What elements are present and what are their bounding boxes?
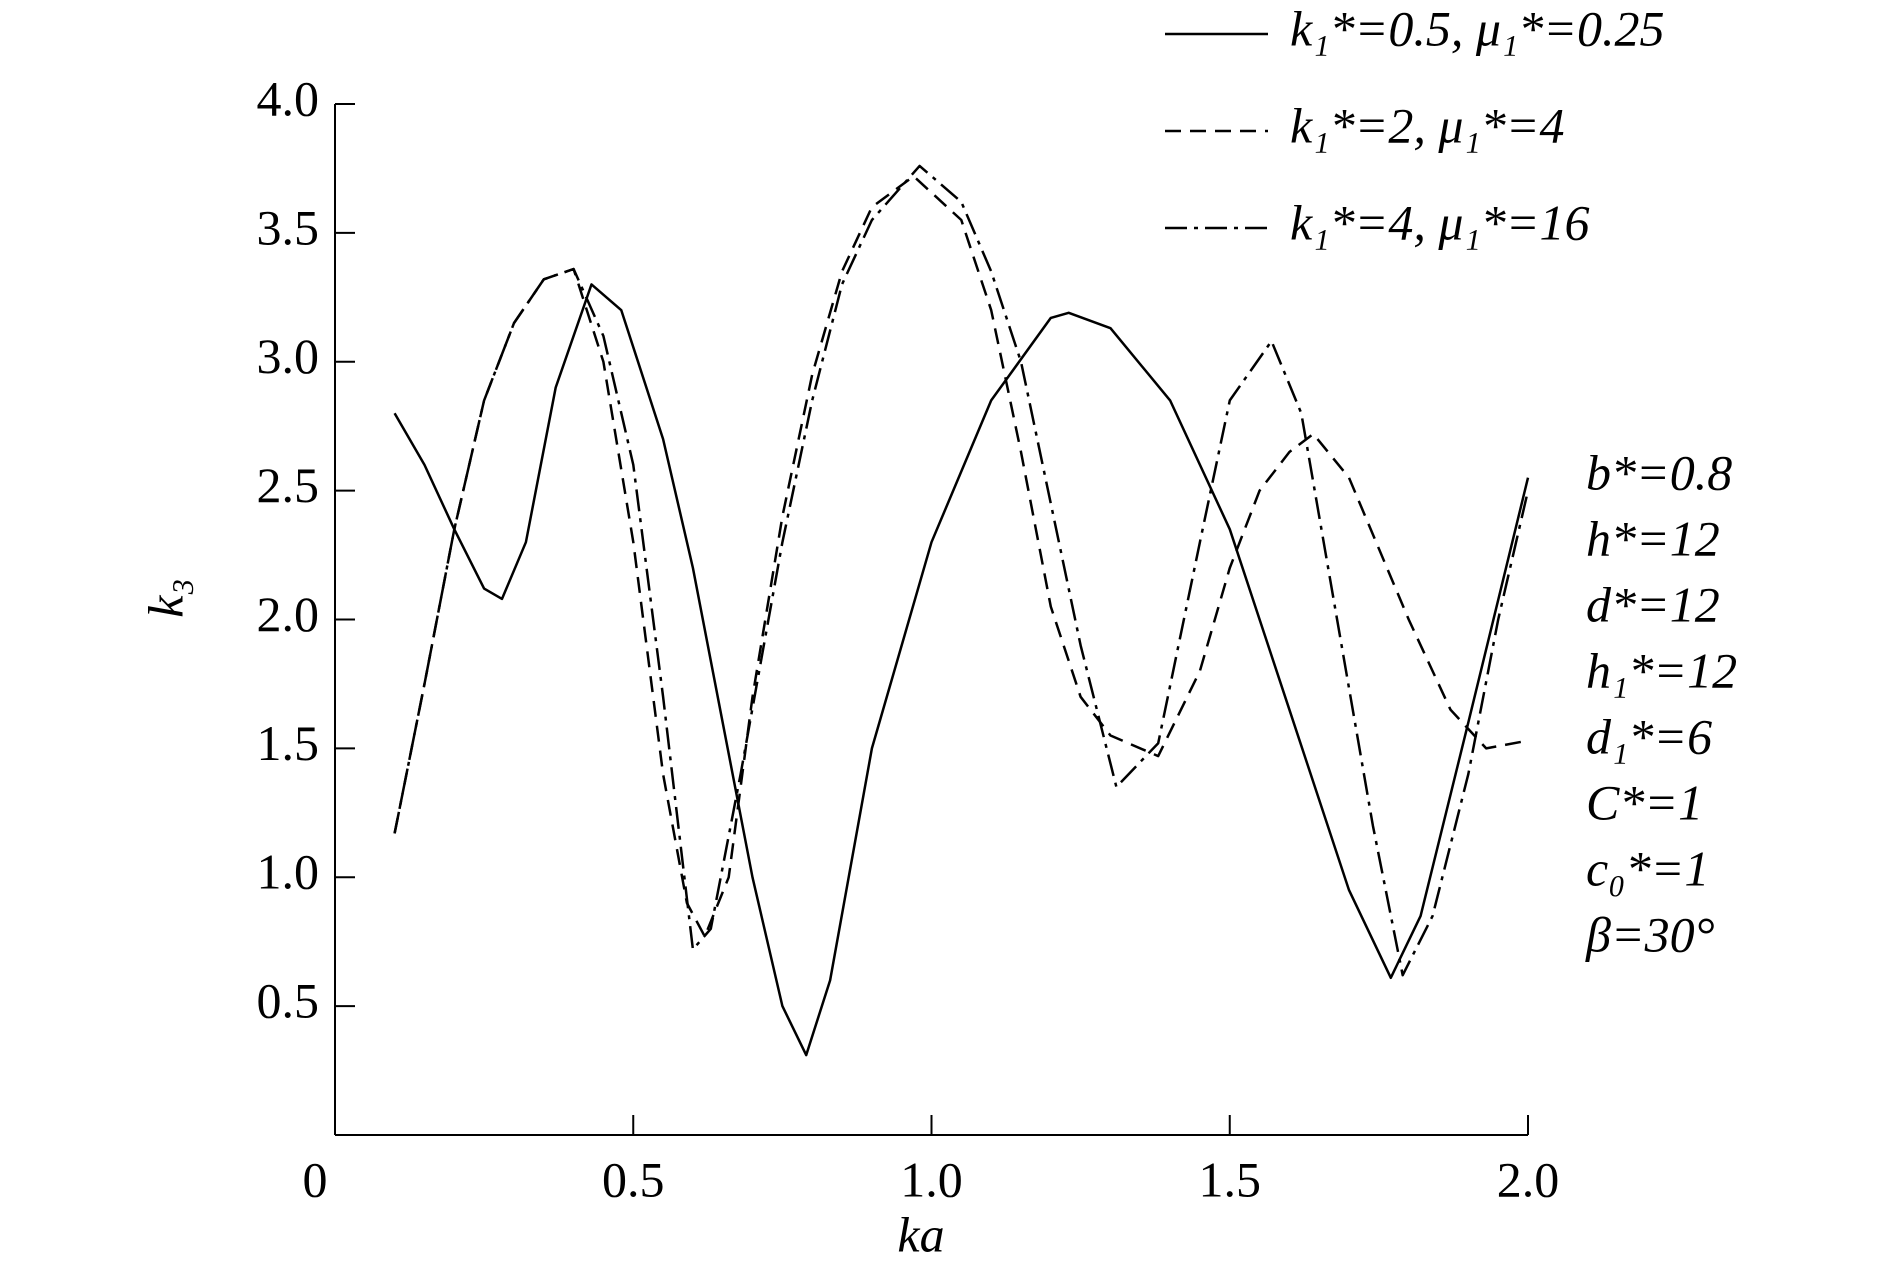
y-tick-label: 1.5 <box>257 715 320 771</box>
legend-label: k₁*=2, μ₁*=4 <box>1290 97 1565 153</box>
annotation: β=30° <box>1585 906 1715 962</box>
series-line <box>393 174 1529 938</box>
x-tick-label: 1.5 <box>1199 1151 1262 1207</box>
y-axis-label: k₃ <box>137 578 193 618</box>
y-tick-label: 3.0 <box>257 328 320 384</box>
y-tick-label: 2.0 <box>257 586 320 642</box>
x-tick-label: 0 <box>303 1151 328 1207</box>
x-axis-label: ka <box>897 1206 944 1262</box>
y-tick-label: 2.5 <box>257 457 320 513</box>
annotation: h*=12 <box>1586 510 1720 566</box>
annotation: h₁*=12 <box>1586 642 1737 698</box>
annotation: d*=12 <box>1586 576 1720 632</box>
y-tick-label: 1.0 <box>257 844 320 900</box>
series-line <box>393 283 1530 1057</box>
annotation: C*=1 <box>1586 774 1703 830</box>
y-tick-label: 0.5 <box>257 973 320 1029</box>
x-tick-label: 1.0 <box>900 1151 963 1207</box>
legend-label: k₁*=0.5, μ₁*=0.25 <box>1290 0 1665 56</box>
legend-label: k₁*=4, μ₁*=16 <box>1290 194 1590 250</box>
annotation: c₀*=1 <box>1586 840 1709 896</box>
annotation: b*=0.8 <box>1586 444 1732 500</box>
annotation: d₁*=6 <box>1586 708 1712 764</box>
y-tick-label: 4.0 <box>257 70 320 126</box>
x-tick-label: 0.5 <box>602 1151 665 1207</box>
y-tick-label: 3.5 <box>257 199 320 255</box>
series-line <box>393 164 1530 977</box>
x-tick-label: 2.0 <box>1497 1151 1560 1207</box>
